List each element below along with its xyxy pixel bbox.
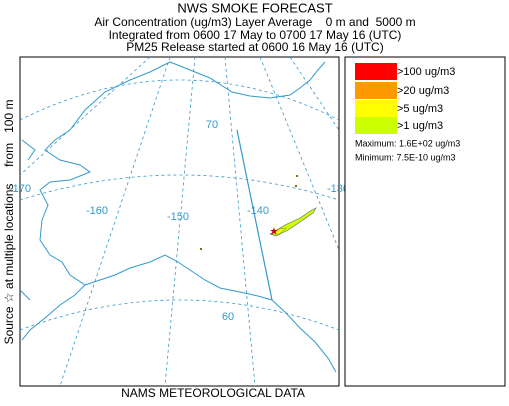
subtitle: Air Concentration (ug/m3) Layer Average …: [94, 15, 415, 29]
subtitle: Integrated from 0600 17 May to 0700 17 M…: [109, 28, 402, 42]
graticule-label: -150: [167, 211, 189, 223]
graticule: [19, 56, 340, 387]
legend-swatch: [355, 117, 397, 134]
subtitle: PM25 Release started at 0600 16 May 16 (…: [126, 40, 383, 54]
legend-swatch: [355, 63, 397, 80]
legend-swatch: [355, 82, 397, 99]
border: [236, 129, 273, 301]
legend-minimum: Minimum: 7.5E-10 ug/m3: [355, 152, 456, 162]
smoke-plume: ★: [200, 175, 317, 250]
map-frame: [19, 56, 340, 387]
legend-swatch: [355, 100, 397, 117]
legend-label: >5 ug/m3: [397, 103, 443, 115]
svg-text:★: ★: [270, 227, 279, 238]
legend-label: >20 ug/m3: [397, 85, 449, 97]
source-label: Source ☆ at multiple locations from 100 …: [2, 100, 16, 345]
legend-label: >100 ug/m3: [397, 66, 455, 78]
legend: >100 ug/m3 >20 ug/m3 >5 ug/m3 >1 ug/m3 Maxi…: [344, 56, 506, 387]
graticule-label: -140: [247, 205, 269, 217]
graticule-label: -160: [86, 205, 108, 217]
graticule-label: 60: [222, 311, 234, 323]
title: NWS SMOKE FORECAST: [177, 0, 332, 15]
coastline: [19, 61, 337, 373]
graticule-label: -170: [9, 183, 31, 195]
graticule-label: -130: [327, 183, 349, 195]
legend-label: >1 ug/m3: [397, 120, 443, 132]
legend-maximum: Maximum: 1.6E+02 ug/m3: [355, 138, 460, 148]
graticule-label: 70: [206, 119, 218, 131]
footer: NAMS METEOROLOGICAL DATA: [121, 386, 305, 400]
map: ★ 70 -170 -160 -150 -140 -130 60: [9, 56, 349, 387]
